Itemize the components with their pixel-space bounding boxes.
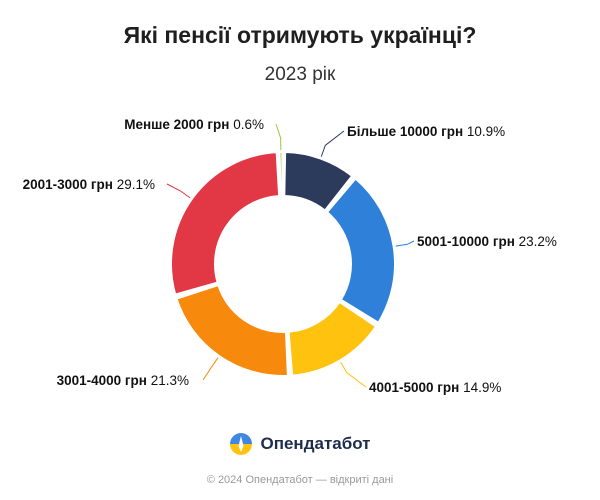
slice-label-value: 23.2%	[519, 234, 557, 249]
leader-line	[202, 357, 219, 381]
slice-label-name: 2001-3000 грн	[23, 177, 117, 192]
slice-label-value: 14.9%	[463, 380, 501, 395]
leader-line	[320, 130, 345, 157]
slice-label: Менше 2000 грн 0.6%	[124, 117, 264, 132]
donut-slice	[287, 300, 378, 377]
slice-label: 4001-5000 грн 14.9%	[369, 380, 501, 395]
slice-label: 3001-4000 грн 21.3%	[57, 373, 189, 388]
leader-line	[275, 123, 282, 151]
brand-logo: Опендатабот	[0, 432, 600, 456]
slice-label-value: 10.9%	[467, 124, 505, 139]
opendatabot-logo-icon	[230, 433, 253, 455]
donut-slice	[326, 177, 396, 324]
leader-line	[395, 240, 415, 247]
slice-label: 5001-10000 грн 23.2%	[417, 234, 557, 249]
chart-subtitle: 2023 рік	[264, 64, 336, 85]
chart-title: Які пенсії отримують українці?	[123, 22, 477, 48]
brand-name: Опендатабот	[260, 434, 371, 453]
slice-label-name: 4001-5000 грн	[369, 380, 463, 395]
donut-slice	[278, 151, 284, 198]
slice-label-value: 21.3%	[151, 373, 189, 388]
donut-slice	[175, 284, 289, 377]
slice-label-name: Менше 2000 грн	[124, 117, 233, 132]
donut-slice	[170, 151, 281, 296]
slice-label-name: 3001-4000 грн	[57, 373, 151, 388]
slice-label-name: Більше 10000 грн	[347, 124, 467, 139]
slice-label: Більше 10000 грн 10.9%	[347, 124, 505, 139]
slice-label-value: 0.6%	[233, 117, 264, 132]
donut-slice	[283, 151, 354, 212]
leader-line	[340, 362, 367, 388]
footer-copyright: © 2024 Опендатабот — відкриті дані	[206, 474, 394, 486]
slice-label: 2001-3000 грн 29.1%	[23, 177, 155, 192]
slice-label-value: 29.1%	[117, 177, 155, 192]
leader-line	[166, 183, 191, 199]
slice-label-name: 5001-10000 грн	[417, 234, 519, 249]
